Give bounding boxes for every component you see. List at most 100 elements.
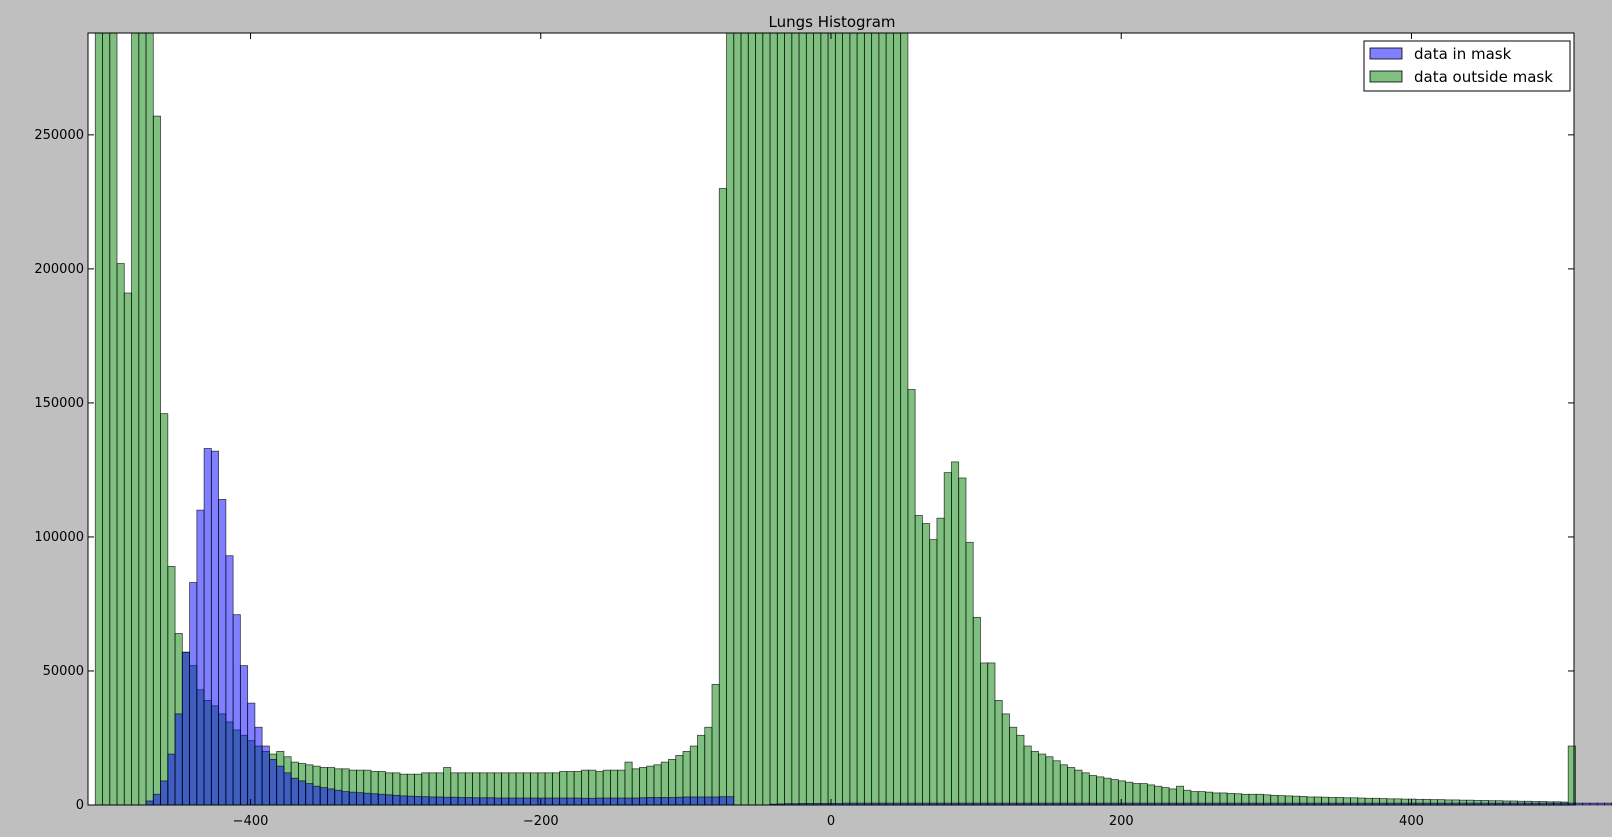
histogram-bar: [537, 797, 546, 806]
histogram-bar: [406, 795, 415, 806]
histogram-bar: [457, 797, 466, 806]
histogram-bar: [791, 32, 800, 806]
histogram-bar: [1088, 775, 1097, 806]
histogram-bar: [704, 726, 713, 806]
histogram-bar: [1604, 802, 1612, 806]
histogram-bar: [1009, 726, 1018, 806]
y-tick-label: 50000: [43, 664, 84, 679]
axes-layer: −400 −200 0 200 400 0 50000 100000 150000 200000 2…: [34, 33, 1574, 829]
histogram-bar: [994, 700, 1003, 806]
histogram-bar: [203, 448, 212, 806]
histogram-bar: [522, 797, 532, 806]
histogram-bar: [697, 734, 706, 806]
histogram-bar: [327, 788, 336, 806]
x-tick-label: 200: [1109, 814, 1134, 829]
histogram-bar: [1096, 776, 1105, 806]
histogram-bar: [196, 509, 205, 806]
histogram-bar: [1139, 783, 1148, 806]
histogram-bar: [1016, 734, 1025, 806]
histogram-bar: [863, 32, 873, 806]
histogram-bar: [1001, 713, 1010, 806]
histogram-bar: [936, 517, 945, 806]
histogram-bar: [1067, 767, 1076, 806]
legend-label-in-mask: data in mask: [1414, 45, 1512, 63]
x-tick-label: 0: [827, 814, 835, 829]
histogram-bar: [102, 32, 111, 806]
histogram-bar: [813, 32, 822, 806]
histogram-bar: [298, 780, 307, 806]
histogram-bar: [116, 263, 125, 806]
y-tick-label: 100000: [34, 530, 84, 545]
histogram-bar: [624, 797, 633, 806]
histogram-bar: [682, 796, 691, 806]
histogram-bar: [218, 499, 227, 806]
histogram-bar: [965, 541, 974, 806]
histogram-bar: [1052, 760, 1061, 806]
histogram-bar: [1030, 750, 1039, 806]
histogram-bar: [276, 765, 285, 806]
histogram-bar: [399, 795, 408, 806]
histogram-bar: [247, 702, 256, 806]
histogram-bar: [1175, 785, 1185, 806]
histogram-bar: [689, 796, 698, 806]
histogram-bar: [377, 793, 386, 806]
histogram-bar: [697, 796, 706, 806]
histogram-bar: [356, 792, 365, 806]
histogram-bar: [660, 797, 669, 806]
histogram-bar: [414, 796, 423, 806]
histogram-bar: [94, 32, 103, 806]
histogram-bar: [842, 32, 851, 806]
histogram-bar: [239, 665, 249, 806]
histogram-bar: [174, 713, 183, 806]
histogram-bar: [145, 32, 154, 806]
histogram-bar: [305, 783, 314, 806]
histogram-bar: [232, 614, 241, 806]
histogram-bar: [1081, 772, 1090, 806]
histogram-bar: [1589, 802, 1598, 806]
histogram-bar: [631, 797, 640, 806]
histogram-bar: [907, 389, 916, 806]
histogram-bar: [348, 791, 357, 806]
histogram-bar: [544, 797, 553, 806]
x-tick-label: −200: [523, 814, 559, 829]
histogram-bar: [152, 793, 161, 806]
histogram-bar: [131, 32, 140, 806]
histogram-bar: [1575, 802, 1584, 806]
histogram-bar: [610, 797, 619, 806]
histogram-bar: [726, 32, 735, 806]
histogram-bar: [646, 797, 655, 806]
bars-layer: [94, 32, 1612, 806]
histogram-bar: [1146, 784, 1156, 806]
y-tick-label: 250000: [34, 128, 84, 143]
histogram-bar: [312, 785, 321, 806]
histogram-bar: [943, 472, 952, 806]
y-tick-label: 0: [76, 798, 84, 813]
histogram-bar: [914, 515, 923, 806]
y-tick-label: 200000: [34, 262, 84, 277]
histogram-bar: [769, 32, 778, 806]
histogram-bar: [1132, 783, 1141, 806]
histogram-bar: [428, 796, 437, 806]
histogram-bar: [711, 796, 720, 806]
histogram-bar: [167, 753, 176, 806]
histogram-bar: [871, 32, 880, 806]
histogram-bar: [573, 797, 582, 806]
histogram-bar: [450, 796, 459, 806]
histogram-bar: [1110, 779, 1119, 806]
histogram-bar: [515, 797, 524, 806]
histogram-bar: [493, 797, 502, 806]
histogram-bar: [261, 745, 270, 806]
histogram-bar: [290, 777, 299, 806]
histogram-bar: [1059, 764, 1068, 806]
histogram-bar: [160, 780, 169, 806]
histogram-bar: [776, 32, 785, 806]
histogram-bar: [254, 726, 263, 806]
histogram-bar: [1168, 788, 1177, 806]
legend-swatch-outside-mask: [1369, 70, 1403, 83]
histogram-bar: [929, 539, 938, 806]
histogram-bar: [1023, 745, 1032, 806]
histogram-bar: [145, 800, 154, 806]
histogram-bar: [1154, 785, 1163, 806]
histogram-bar: [443, 796, 452, 806]
